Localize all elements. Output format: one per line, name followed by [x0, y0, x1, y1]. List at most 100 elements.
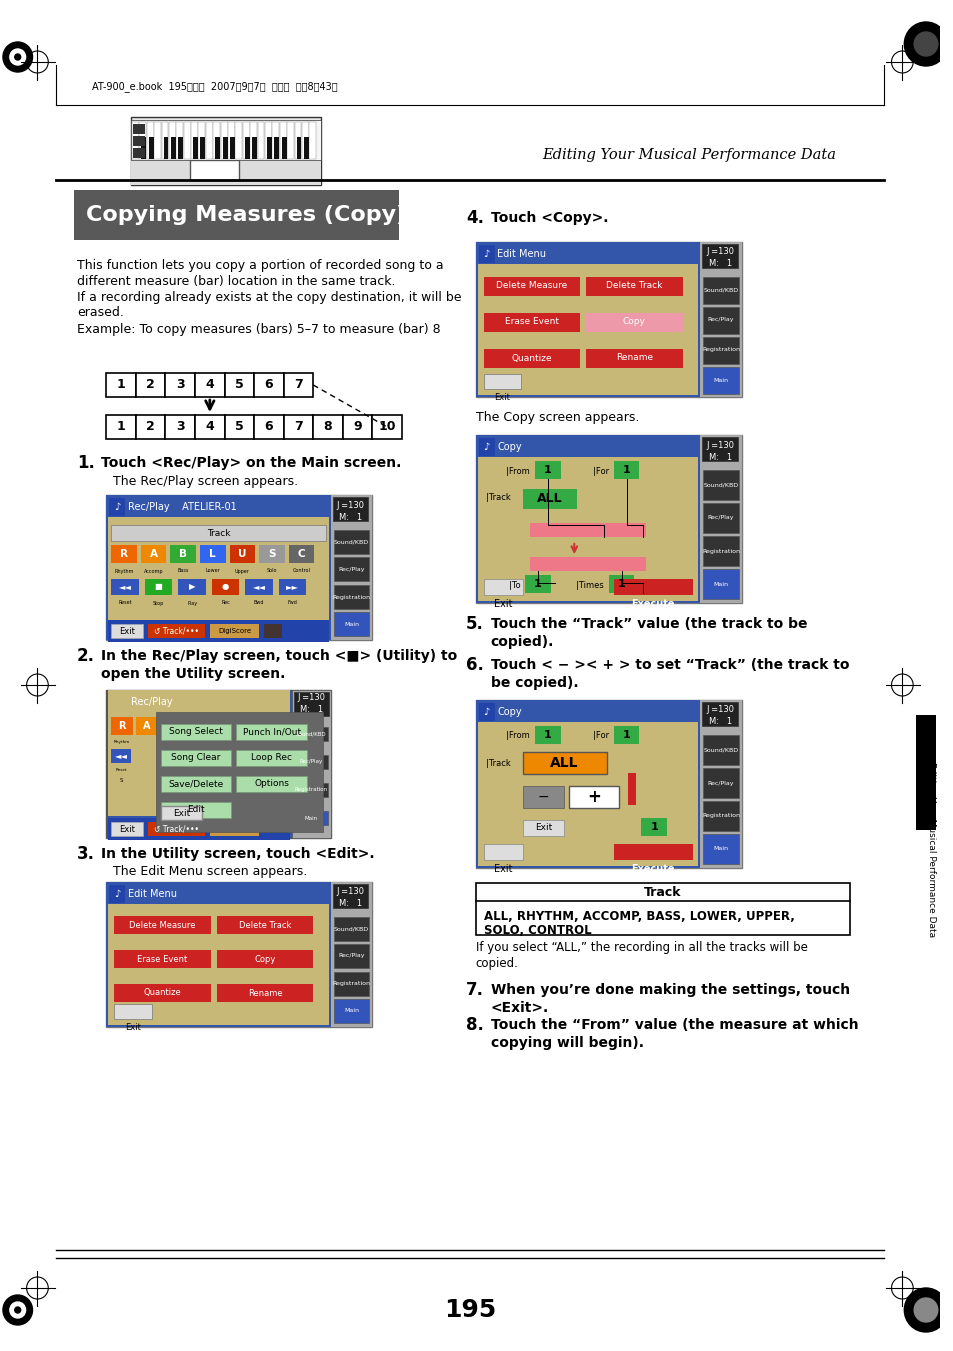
Text: Play: Play — [187, 600, 197, 605]
Text: Exit: Exit — [119, 824, 135, 834]
Bar — [334, 530, 369, 554]
Text: Sound/KBD: Sound/KBD — [295, 731, 326, 736]
Text: Rec/Play: Rec/Play — [707, 516, 734, 520]
Bar — [155, 712, 323, 832]
Text: J =130: J =130 — [297, 693, 325, 703]
Text: ♪: ♪ — [114, 889, 120, 898]
Bar — [476, 435, 741, 603]
Bar — [304, 136, 309, 159]
Bar — [194, 415, 224, 439]
Bar — [334, 971, 369, 996]
Bar — [257, 122, 264, 159]
Bar — [334, 557, 369, 581]
Bar — [160, 724, 232, 740]
Bar — [701, 245, 737, 267]
Bar — [535, 725, 560, 744]
Bar — [333, 497, 368, 521]
Bar — [236, 724, 307, 740]
Text: Edit Menu: Edit Menu — [128, 889, 177, 898]
Bar — [476, 700, 741, 867]
Text: Exit: Exit — [125, 1024, 141, 1032]
Text: SOLO, CONTROL: SOLO, CONTROL — [483, 924, 591, 938]
Bar — [114, 916, 211, 934]
Bar — [283, 415, 313, 439]
Text: Execute: Execute — [631, 598, 674, 609]
Bar — [264, 624, 281, 638]
Bar — [160, 775, 232, 792]
Bar — [112, 580, 139, 594]
Text: ALL: ALL — [550, 757, 578, 770]
Text: different measure (bar) location in the same track.: different measure (bar) location in the … — [77, 274, 395, 288]
Bar — [110, 885, 125, 902]
Text: Registration: Registration — [333, 981, 371, 986]
Text: J =130: J =130 — [336, 500, 364, 509]
Bar — [171, 136, 175, 159]
Text: ◄◄: ◄◄ — [118, 582, 132, 592]
Text: Copy: Copy — [622, 317, 645, 327]
Bar — [235, 122, 242, 159]
Bar — [701, 703, 737, 725]
Bar — [334, 998, 369, 1023]
Bar — [702, 336, 738, 363]
Text: Copying Measures (Copy): Copying Measures (Copy) — [86, 205, 406, 226]
Text: Editing Your Musical Performance Data: Editing Your Musical Performance Data — [926, 762, 936, 938]
Text: Accomp: Accomp — [144, 569, 163, 574]
Bar — [114, 1004, 152, 1019]
Text: Erase Event: Erase Event — [137, 955, 188, 963]
Bar — [131, 159, 321, 185]
Bar — [112, 624, 143, 638]
Text: Touch the “From” value (the measure at which: Touch the “From” value (the measure at w… — [490, 1019, 858, 1032]
Bar — [702, 503, 738, 534]
Bar — [294, 727, 328, 740]
Bar — [215, 136, 220, 159]
Text: Delete Track: Delete Track — [238, 920, 291, 929]
Text: B: B — [179, 549, 187, 559]
Bar — [112, 544, 137, 563]
Bar — [702, 569, 738, 598]
Text: Quantize: Quantize — [511, 354, 552, 362]
Text: Exit: Exit — [535, 824, 552, 832]
Text: 1: 1 — [543, 465, 551, 476]
Text: Rec/Play    ATELIER-01: Rec/Play ATELIER-01 — [128, 503, 236, 512]
Text: copying will begin).: copying will begin). — [490, 1036, 643, 1050]
Circle shape — [913, 32, 937, 55]
Text: Delete Measure: Delete Measure — [496, 281, 567, 290]
Text: The Rec/Play screen appears.: The Rec/Play screen appears. — [113, 474, 298, 488]
Text: ◄◄: ◄◄ — [253, 582, 265, 592]
Text: Sound/KBD: Sound/KBD — [702, 482, 738, 488]
Text: Reset: Reset — [118, 600, 132, 605]
Text: Main: Main — [713, 581, 728, 586]
Text: Sound/KBD: Sound/KBD — [334, 539, 369, 544]
Text: Main: Main — [713, 377, 728, 382]
Bar — [190, 159, 239, 180]
Text: ♪: ♪ — [483, 442, 489, 453]
Text: ◄◄: ◄◄ — [114, 751, 128, 761]
Text: R: R — [118, 721, 126, 731]
Text: Rec: Rec — [221, 600, 230, 605]
Bar — [230, 544, 254, 563]
Text: Exit: Exit — [494, 598, 512, 609]
Text: Execute: Execute — [631, 865, 674, 874]
Bar — [569, 786, 618, 808]
Bar — [216, 950, 313, 969]
Bar — [274, 136, 279, 159]
Bar — [165, 415, 194, 439]
Bar — [283, 373, 313, 397]
Text: |Times: |Times — [576, 581, 603, 589]
Bar — [477, 457, 698, 601]
Text: A: A — [143, 721, 151, 731]
Text: J =130: J =130 — [705, 440, 733, 450]
Text: <Exit>.: <Exit>. — [490, 1001, 548, 1015]
Text: Reset: Reset — [115, 767, 127, 771]
Text: 9: 9 — [353, 420, 361, 434]
Bar — [213, 122, 220, 159]
Bar — [613, 844, 692, 861]
Bar — [478, 245, 494, 263]
Bar — [702, 834, 738, 865]
Text: Rec/Play: Rec/Play — [299, 759, 322, 765]
Bar — [483, 313, 579, 332]
Text: Rename: Rename — [248, 989, 282, 997]
Text: Exit: Exit — [119, 627, 135, 635]
Bar — [522, 786, 564, 808]
Text: Edit Menu: Edit Menu — [497, 249, 546, 259]
